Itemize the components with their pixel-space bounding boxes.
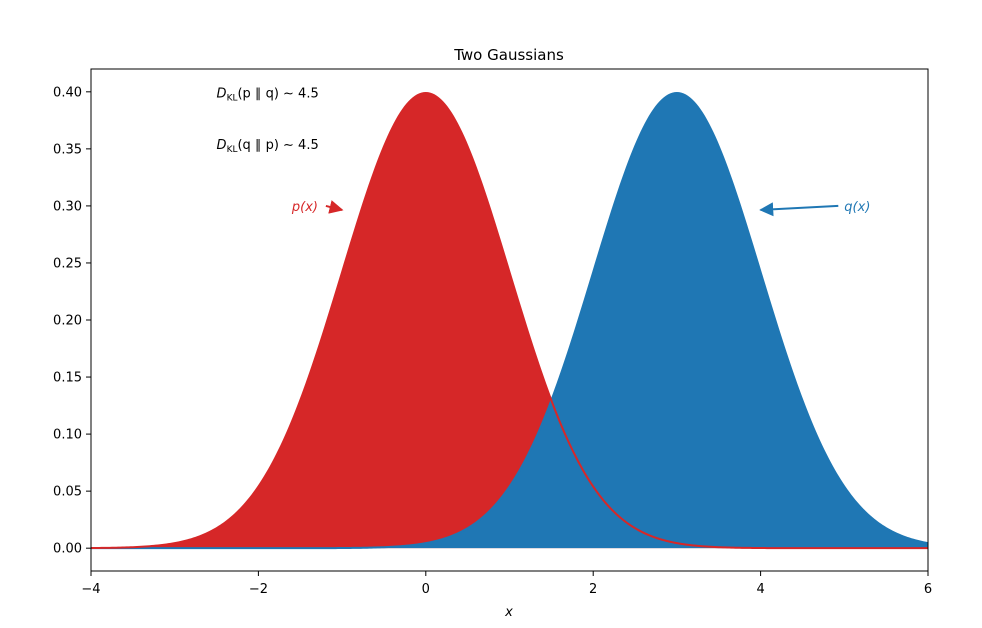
y-tick-label: 0.25 [53,256,82,271]
x-axis-ticks: −4 −2 0 2 4 6 [81,571,932,597]
series-p-fill [91,93,928,549]
series-p-line [91,92,928,550]
y-tick-label: 0.30 [53,199,82,214]
y-tick-label: 0.15 [53,371,82,386]
y-axis-ticks: 0.00 0.05 0.10 0.15 0.20 0.25 0.30 0.35 0.40 [53,85,91,557]
y-tick-label: 0.00 [53,542,82,557]
y-tick-label: 0.40 [53,85,82,100]
series-q-line [91,92,928,550]
x-tick-label: −2 [249,582,268,597]
x-tick-label: 0 [422,582,430,597]
series-label: q(x) [844,200,870,215]
x-tick-label: −4 [81,582,100,597]
x-axis-label: x [504,605,513,620]
series-label: p(x) [291,200,318,215]
series-group [91,92,928,550]
plot-area [90,68,929,572]
series-q-fill [91,93,928,549]
kl-divergence-annotation: DKL(q ∥ p) ∼ 4.5 [217,138,319,155]
chart-title: Two Gaussians [453,46,564,64]
y-tick-label: 0.20 [53,314,82,329]
y-tick-label: 0.35 [53,142,82,157]
annotations: DKL(p ∥ q) ∼ 4.5 DKL(q ∥ p) ∼ 4.5 p(x) q(x) [217,87,870,217]
x-tick-label: 2 [589,582,597,597]
y-tick-label: 0.10 [53,428,82,443]
x-tick-label: 6 [924,582,932,597]
kl-divergence-annotation: DKL(p ∥ q) ∼ 4.5 [217,87,319,104]
annotation-arrow [325,200,344,214]
y-tick-label: 0.05 [53,485,82,500]
x-tick-label: 4 [756,582,764,597]
annotation-arrow [759,202,839,217]
